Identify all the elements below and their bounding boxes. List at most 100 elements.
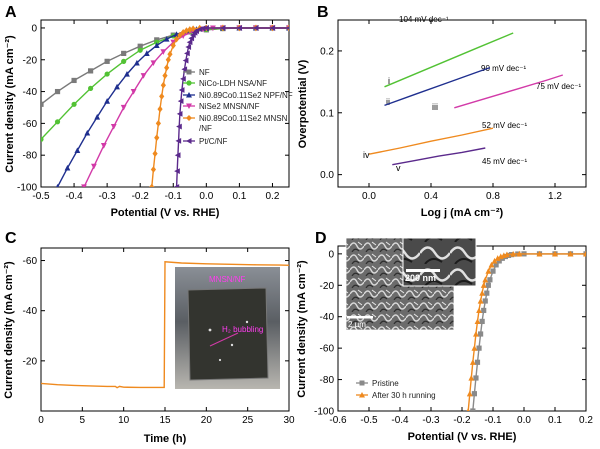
series-iii	[454, 74, 564, 109]
data-point	[479, 318, 485, 325]
y-tick-label: -100	[17, 183, 37, 194]
data-point	[469, 359, 476, 365]
sem-image-high-mag	[402, 237, 477, 287]
data-point	[184, 50, 190, 57]
data-point	[219, 25, 226, 31]
data-point	[153, 42, 160, 49]
x-tick-label: 0.2	[579, 415, 593, 426]
bubble-icon	[208, 328, 212, 332]
data-point	[473, 375, 479, 381]
data-point	[487, 277, 493, 283]
data-point	[157, 105, 163, 113]
data-point	[479, 290, 486, 296]
data-point	[155, 119, 161, 127]
data-point	[88, 68, 94, 74]
data-point	[185, 44, 192, 50]
data-point	[154, 134, 160, 142]
panel-c-photo-inset: MNSN/NF H₂ bubbling	[175, 267, 280, 389]
data-point	[478, 331, 484, 337]
y-tick-label: 0	[328, 249, 334, 260]
panel-b-frame	[337, 19, 587, 188]
data-point	[71, 77, 77, 84]
series-line	[392, 147, 486, 166]
data-point	[163, 35, 170, 42]
bubble-icon	[245, 320, 249, 324]
series-line	[368, 127, 494, 155]
data-point	[152, 150, 158, 157]
data-point	[496, 258, 502, 264]
data-point	[173, 35, 180, 43]
slope-label-v: 45 mV dec⁻¹	[482, 157, 527, 166]
data-point	[567, 250, 574, 257]
data-point	[485, 282, 491, 288]
roman-label-ii: ii	[386, 97, 390, 107]
photo-sample-label: MNSN/NF	[209, 275, 246, 284]
square-marker-icon	[186, 69, 192, 75]
data-point	[510, 250, 517, 257]
data-point	[137, 47, 143, 53]
x-tick-label: -0.1	[165, 191, 183, 202]
data-point	[476, 307, 482, 314]
data-point	[466, 390, 473, 397]
data-point	[71, 101, 77, 107]
x-tick-label: 0.2	[266, 191, 280, 202]
electrode-sample	[187, 287, 269, 381]
data-point	[236, 25, 242, 31]
data-point	[471, 391, 477, 397]
annotation-pointer	[209, 332, 239, 347]
y-tick-label: -20	[23, 55, 38, 66]
data-point	[470, 408, 476, 411]
x-tick-label: -0.6	[329, 415, 347, 426]
data-point	[482, 276, 489, 283]
data-point	[269, 25, 276, 31]
data-point	[178, 87, 185, 93]
data-point	[84, 129, 91, 136]
data-point	[187, 26, 193, 33]
y-tick-label: -80	[320, 375, 335, 386]
series-i	[384, 32, 514, 88]
x-tick-label: 30	[283, 415, 295, 426]
data-point	[481, 307, 487, 314]
data-point	[130, 88, 137, 95]
y-tick-label: -40	[23, 306, 38, 317]
data-point	[114, 83, 120, 90]
x-tick-label: -0.4	[65, 191, 83, 202]
data-point	[133, 59, 140, 66]
y-tick-label: -20	[23, 356, 38, 367]
data-point	[176, 110, 183, 117]
legend-label-after-30h: After 30 h running	[372, 391, 436, 400]
data-point	[196, 26, 203, 33]
data-point	[484, 290, 490, 296]
legend-label: Ni0.89Co0.11Se2 MNSN	[199, 114, 288, 123]
data-point	[583, 250, 586, 257]
data-point	[203, 25, 209, 31]
diamond-marker-icon	[186, 115, 192, 121]
data-point	[159, 92, 165, 100]
slope-label-ii: 90 mV dec⁻¹	[481, 64, 526, 73]
legend-item-nico-ldh: NiCo-LDH NSA/NF	[183, 79, 267, 88]
data-point	[124, 70, 130, 77]
legend-label: NF	[199, 68, 210, 77]
legend-item-npf: Ni0.89Co0.11Se2 NPF/NF	[183, 91, 293, 100]
legend-label-continued: /NF	[199, 124, 212, 133]
x-tick-label: -0.5	[360, 415, 378, 426]
data-point	[167, 50, 173, 58]
panel-b-ylabel: Overpotential (V)	[297, 59, 309, 148]
data-point	[468, 374, 475, 381]
data-point	[477, 297, 484, 304]
data-point	[494, 255, 501, 261]
legend-item-nf: NF	[183, 68, 210, 77]
data-point	[100, 143, 107, 149]
roman-label-v: v	[396, 163, 401, 173]
series-v	[392, 147, 486, 166]
triangle-marker-icon	[186, 92, 192, 98]
triangle-left-marker-icon	[186, 138, 192, 144]
y-tick-label: 0.1	[320, 108, 334, 119]
scale-label-outer: 2 μm	[348, 320, 366, 329]
x-tick-label: -0.2	[453, 415, 471, 426]
y-tick-label: 0.0	[320, 170, 334, 181]
data-point	[173, 184, 180, 187]
roman-label-i: i	[388, 76, 390, 86]
data-point	[491, 257, 498, 264]
